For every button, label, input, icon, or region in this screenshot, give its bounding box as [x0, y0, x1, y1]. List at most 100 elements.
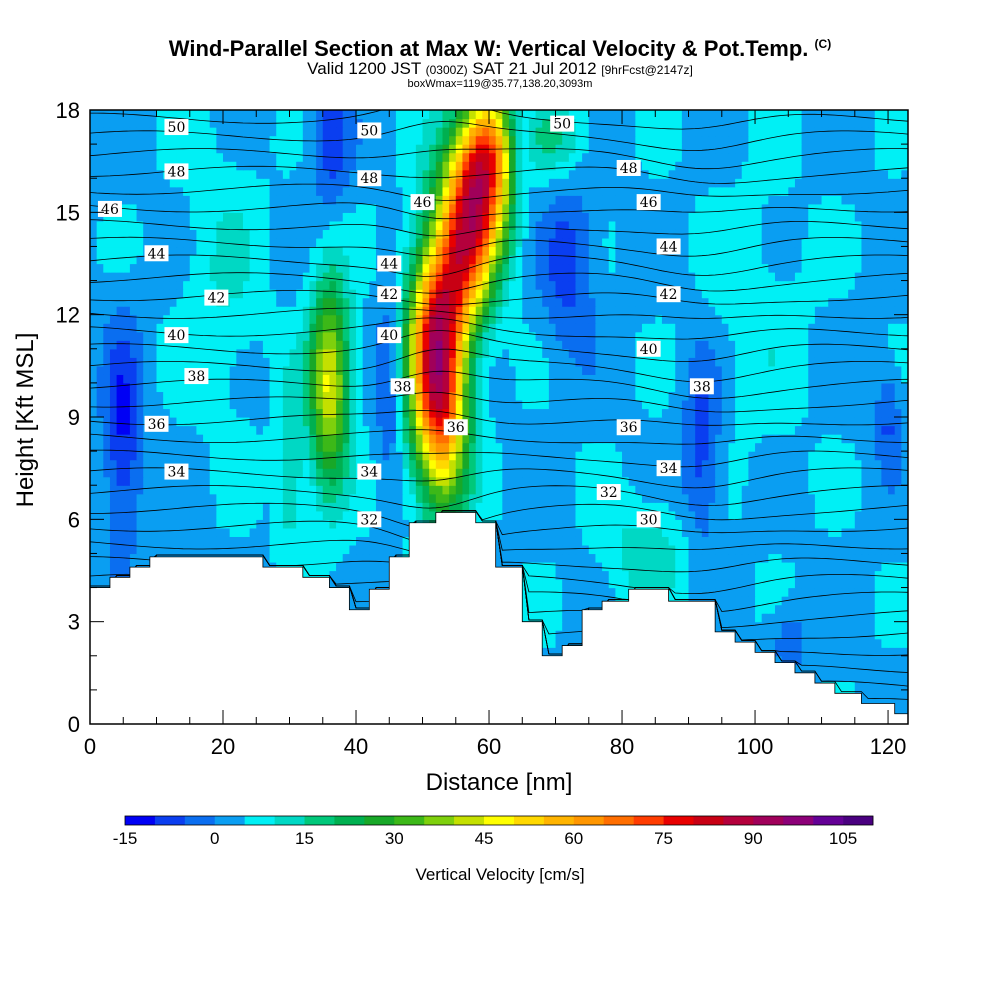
- w-cell: [109, 476, 118, 486]
- w-cell: [768, 527, 776, 537]
- w-cell: [808, 476, 816, 486]
- w-cell: [888, 476, 896, 486]
- w-cell: [322, 485, 331, 495]
- w-cell: [688, 476, 696, 486]
- w-cell: [336, 476, 344, 486]
- w-cell: [801, 655, 809, 665]
- w-cell: [196, 442, 204, 452]
- w-cell: [854, 425, 863, 435]
- w-cell: [502, 510, 510, 520]
- w-cell: [163, 451, 171, 461]
- w-cell: [841, 451, 849, 461]
- w-cell: [189, 536, 198, 546]
- w-cell: [555, 621, 563, 631]
- w-cell: [369, 374, 377, 384]
- w-cell: [276, 485, 284, 495]
- w-cell: [203, 536, 211, 546]
- w-cell: [116, 502, 124, 512]
- w-cell: [389, 451, 397, 461]
- w-cell: [395, 451, 404, 461]
- w-cell: [276, 476, 284, 486]
- w-cell: [648, 579, 656, 589]
- w-cell: [336, 408, 344, 418]
- w-cell: [402, 442, 410, 452]
- w-cell: [163, 519, 171, 529]
- w-cell: [176, 544, 184, 555]
- w-cell: [136, 519, 144, 529]
- w-cell: [848, 672, 856, 682]
- w-cell: [894, 408, 902, 418]
- w-cell: [90, 459, 98, 469]
- w-cell: [236, 519, 244, 529]
- w-cell: [715, 425, 723, 435]
- w-cell: [661, 519, 670, 529]
- w-cell: [741, 579, 749, 589]
- w-cell: [109, 374, 118, 384]
- w-cell: [781, 391, 789, 401]
- w-cell: [901, 417, 908, 427]
- w-cell: [695, 434, 703, 444]
- w-cell: [881, 596, 889, 606]
- w-cell: [296, 553, 304, 563]
- w-cell: [136, 510, 144, 520]
- w-cell: [203, 391, 211, 401]
- w-cell: [169, 399, 178, 410]
- w-cell: [469, 451, 477, 461]
- w-cell: [469, 374, 477, 384]
- w-cell: [701, 459, 710, 469]
- subtitle-valid-time: Valid 1200 JST: [307, 59, 421, 78]
- w-cell: [788, 485, 796, 495]
- w-cell: [848, 621, 856, 631]
- w-cell: [701, 442, 710, 452]
- w-cell: [781, 655, 789, 665]
- w-cell: [163, 374, 171, 384]
- w-cell: [562, 613, 570, 623]
- w-cell: [888, 408, 896, 418]
- w-cell: [356, 476, 364, 486]
- w-cell: [661, 408, 670, 418]
- w-cell: [801, 527, 809, 537]
- w-cell: [788, 613, 796, 623]
- w-cell: [602, 468, 610, 478]
- w-cell: [715, 604, 723, 614]
- w-cell: [728, 579, 736, 589]
- w-cell: [262, 459, 271, 469]
- w-cell: [655, 527, 663, 537]
- w-cell: [841, 493, 849, 503]
- w-cell: [342, 502, 350, 512]
- w-cell: [768, 391, 776, 401]
- w-cell: [109, 561, 118, 572]
- w-cell: [635, 544, 643, 555]
- w-cell: [622, 399, 630, 410]
- w-cell: [868, 476, 876, 486]
- w-cell: [588, 502, 597, 512]
- w-cell: [582, 391, 590, 401]
- w-cell: [575, 579, 583, 589]
- w-cell: [615, 527, 623, 537]
- w-cell: [296, 391, 304, 401]
- w-cell: [289, 408, 297, 418]
- w-cell: [495, 544, 503, 555]
- w-cell: [382, 468, 390, 478]
- w-cell: [542, 425, 550, 435]
- w-cell: [96, 417, 104, 427]
- w-cell: [721, 485, 730, 495]
- w-cell: [535, 510, 543, 520]
- w-cell: [628, 434, 636, 444]
- w-cell: [841, 510, 849, 520]
- w-cell: [814, 664, 823, 674]
- w-cell: [276, 502, 284, 512]
- w-cell: [794, 485, 803, 495]
- w-cell: [881, 519, 889, 529]
- w-cell: [641, 459, 650, 469]
- w-cell: [874, 579, 882, 589]
- w-cell: [269, 493, 277, 503]
- w-cell: [296, 527, 304, 537]
- w-cell: [256, 493, 264, 503]
- w-cell: [90, 382, 98, 393]
- w-cell: [289, 374, 297, 384]
- w-cell: [362, 425, 370, 435]
- w-cell: [834, 570, 843, 580]
- w-cell: [475, 485, 483, 495]
- w-cell: [116, 519, 124, 529]
